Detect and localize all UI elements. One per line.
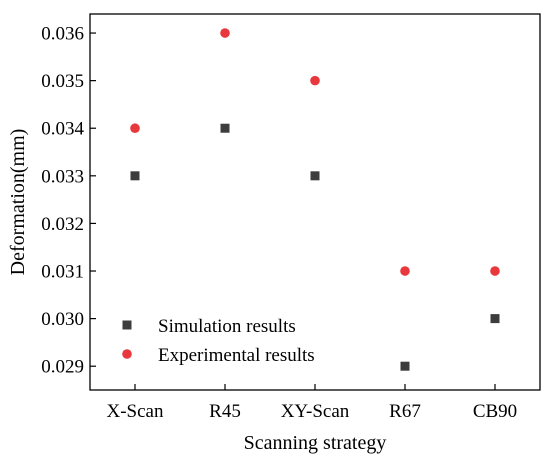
experimental-point: [130, 123, 140, 134]
x-tick-label: R45: [209, 401, 241, 422]
simulation-point: [310, 171, 320, 181]
legend-marker-square: [122, 320, 132, 330]
experimental-point: [490, 266, 500, 276]
x-tick-label: XY-Scan: [281, 401, 350, 422]
experimental-point: [220, 28, 230, 38]
simulation-point: [400, 361, 410, 371]
x-tick-label: X-Scan: [107, 401, 164, 422]
legend-label: Simulation results: [158, 316, 296, 337]
x-axis: X-Scan R45 XY-Scan R67 CB90: [107, 384, 517, 422]
simulation-point: [130, 171, 140, 181]
y-tick-label: 0.036: [41, 24, 84, 45]
simulation-point: [490, 314, 500, 324]
y-axis: 0.029 0.030 0.031 0.032 0.033 0.034 0.035 0.036: [41, 24, 96, 378]
y-tick-label: 0.029: [41, 357, 84, 378]
experimental-point: [400, 266, 410, 276]
y-tick-label: 0.032: [41, 214, 84, 235]
y-tick-label: 0.034: [41, 119, 84, 140]
y-tick-label: 0.031: [41, 262, 84, 283]
data-points: [130, 28, 500, 371]
experimental-point: [310, 75, 320, 86]
x-tick-label: R67: [389, 401, 421, 422]
legend-marker-circle: [122, 349, 132, 359]
y-tick-label: 0.035: [41, 71, 84, 92]
y-tick-label: 0.033: [41, 166, 84, 187]
simulation-point: [220, 123, 230, 133]
y-axis-label: Deformation(mm): [7, 129, 29, 276]
x-tick-label: CB90: [473, 401, 517, 422]
legend: Simulation results Experimental results: [122, 316, 315, 366]
legend-label: Experimental results: [158, 345, 315, 366]
y-tick-label: 0.030: [41, 309, 84, 330]
x-axis-label: Scanning strategy: [244, 432, 387, 454]
